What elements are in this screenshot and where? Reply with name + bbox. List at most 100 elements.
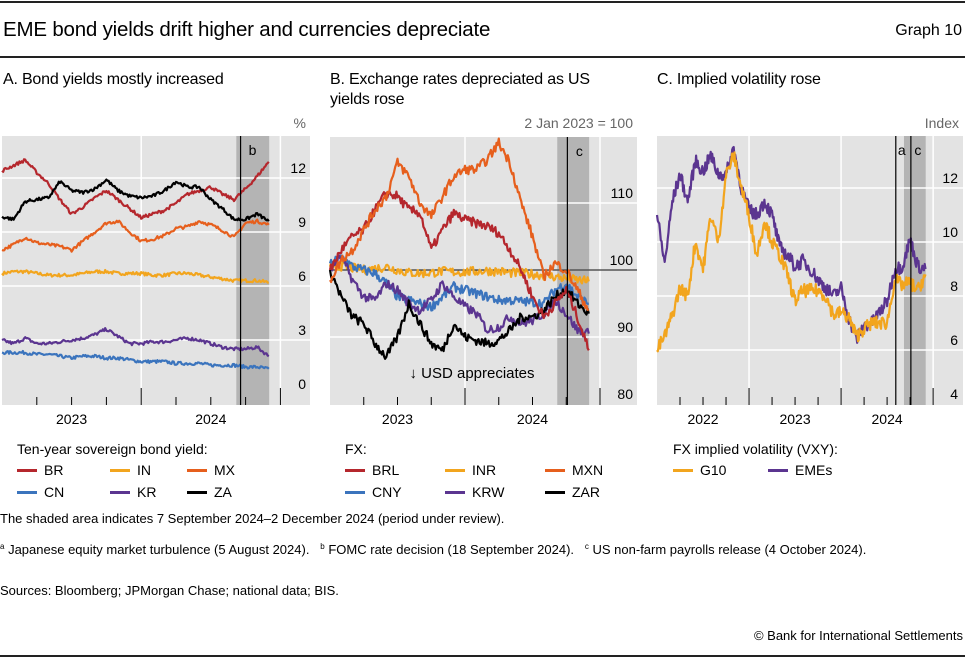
graph-number: Graph 10 [895, 22, 962, 39]
legend-swatch [187, 490, 207, 494]
legend-swatch [445, 490, 465, 494]
legend-swatch [17, 468, 37, 472]
footnote-a-mark: a [0, 542, 5, 551]
y-tick-label: 10 [942, 224, 958, 240]
top-rule [0, 1, 965, 3]
legend-item-mxn: MXN [545, 462, 603, 478]
panel-c-chart: a c 4 6 8 10 12 Index 2022 2023 2024 [655, 115, 963, 427]
legend-item-zar: ZAR [545, 484, 600, 500]
legend-swatch [110, 490, 130, 494]
legend-item-mx: MX [187, 462, 235, 478]
y-tick-label: 4 [950, 386, 958, 402]
annotation-usd-appreciates: ↓ USD appreciates [409, 365, 534, 382]
panel-c-legend-title: FX implied volatility (VXY): [673, 441, 838, 457]
legend-label: EMEs [795, 462, 833, 478]
y-tick-label: 100 [610, 252, 634, 268]
legend-item-za: ZA [187, 484, 232, 500]
y-tick-label: 8 [950, 278, 958, 294]
graph-title: EME bond yields drift higher and currenc… [3, 18, 491, 41]
legend-label: BRL [372, 462, 400, 478]
event-label-c: c [576, 143, 583, 159]
copyright: © Bank for International Settlements [753, 628, 963, 643]
series-line-cny [328, 254, 590, 312]
series-line-emes [655, 145, 927, 344]
y-tick-label: 6 [298, 268, 306, 284]
series-line-za [1, 178, 270, 222]
panel-a-chart: b 0 3 6 9 12% 2023 2024 [1, 115, 310, 427]
legend-swatch [445, 468, 465, 472]
x-tick-label: 2022 [687, 411, 718, 427]
legend-label: ZAR [572, 484, 600, 500]
y-tick-label: 90 [617, 319, 633, 335]
series-line-krw [329, 254, 590, 338]
series-line-zar [328, 269, 590, 360]
series-line-br [1, 158, 270, 220]
series-line-in [1, 268, 269, 284]
series-line-mxn [329, 137, 590, 312]
legend-label: KRW [472, 484, 505, 500]
x-tick-label: 2023 [779, 411, 810, 427]
legend-label: CN [44, 484, 65, 500]
legend-item-cn: CN [17, 484, 64, 500]
legend-label: BR [44, 462, 64, 478]
footnote-shaded: The shaded area indicates 7 September 20… [0, 511, 505, 526]
x-tick-label: 2024 [517, 411, 548, 427]
legend-label: G10 [700, 462, 727, 478]
y-tick-label: 3 [298, 322, 306, 338]
series-line-cn [1, 349, 270, 370]
legend-item-br: BR [17, 462, 63, 478]
y-tick-label: 9 [298, 214, 306, 230]
event-label-c: c [914, 142, 921, 158]
y-unit-label: % [294, 115, 306, 131]
panel-b-legend-title: FX: [345, 441, 367, 457]
legend-item-cny: CNY [345, 484, 402, 500]
title-rule [0, 56, 965, 58]
sources: Sources: Bloomberg; JPMorgan Chase; nati… [0, 583, 339, 598]
panel-c-title: C. Implied volatility rose [657, 71, 821, 88]
legend-label: MX [214, 462, 235, 478]
panel-b-title-line1: B. Exchange rates depreciated as US [330, 71, 590, 88]
legend-label: IN [137, 462, 151, 478]
legend-swatch [110, 468, 130, 472]
footnote-a: Japanese equity market turbulence (5 Aug… [8, 542, 310, 557]
event-label-a: a [898, 142, 906, 158]
charts-canvas: b 0 3 6 9 12% 2023 2024 c 80 90 100 110 2 Jan 2023 = … [1, 115, 963, 427]
y-unit-label: Index [925, 115, 959, 131]
panel-a-title: A. Bond yields mostly increased [3, 71, 224, 88]
y-unit-label: 2 Jan 2023 = 100 [524, 115, 633, 131]
event-label-b: b [249, 142, 257, 158]
legend-swatch [345, 490, 365, 494]
x-tick-label: 2023 [56, 411, 87, 427]
footnote-b-mark: b [320, 542, 325, 551]
legend-swatch [187, 468, 207, 472]
legend-item-krw: KRW [445, 484, 504, 500]
y-tick-label: 6 [950, 332, 958, 348]
footnote-c-mark: c [584, 542, 589, 551]
legend-item-emes: EMEs [768, 462, 832, 478]
y-tick-label: 80 [617, 386, 633, 402]
legend-label: KR [137, 484, 157, 500]
bottom-rule [0, 655, 965, 657]
y-tick-label: 110 [611, 185, 634, 201]
legend-swatch [673, 468, 693, 472]
legend-item-g10: G10 [673, 462, 726, 478]
series-line-kr [1, 327, 270, 358]
shaded-period [903, 136, 926, 405]
series-line-g10 [656, 151, 927, 353]
panel-b-title-line2: yields rose [330, 91, 405, 108]
legend-swatch [17, 490, 37, 494]
legend-swatch [768, 468, 788, 472]
legend-label: CNY [372, 484, 402, 500]
footnote-b: FOMC rate decision (18 September 2024). [328, 542, 575, 557]
legend-swatch [345, 468, 365, 472]
legend-item-in: IN [110, 462, 151, 478]
x-tick-label: 2024 [195, 411, 226, 427]
legend-swatch [545, 490, 565, 494]
legend-item-brl: BRL [345, 462, 399, 478]
panel-b-title: B. Exchange rates depreciated as US yiel… [330, 70, 590, 110]
x-tick-label: 2024 [872, 411, 903, 427]
legend-item-inr: INR [445, 462, 496, 478]
y-tick-label: 0 [298, 376, 306, 392]
legend-item-kr: KR [110, 484, 156, 500]
panel-a-legend-title: Ten-year sovereign bond yield: [17, 441, 208, 457]
